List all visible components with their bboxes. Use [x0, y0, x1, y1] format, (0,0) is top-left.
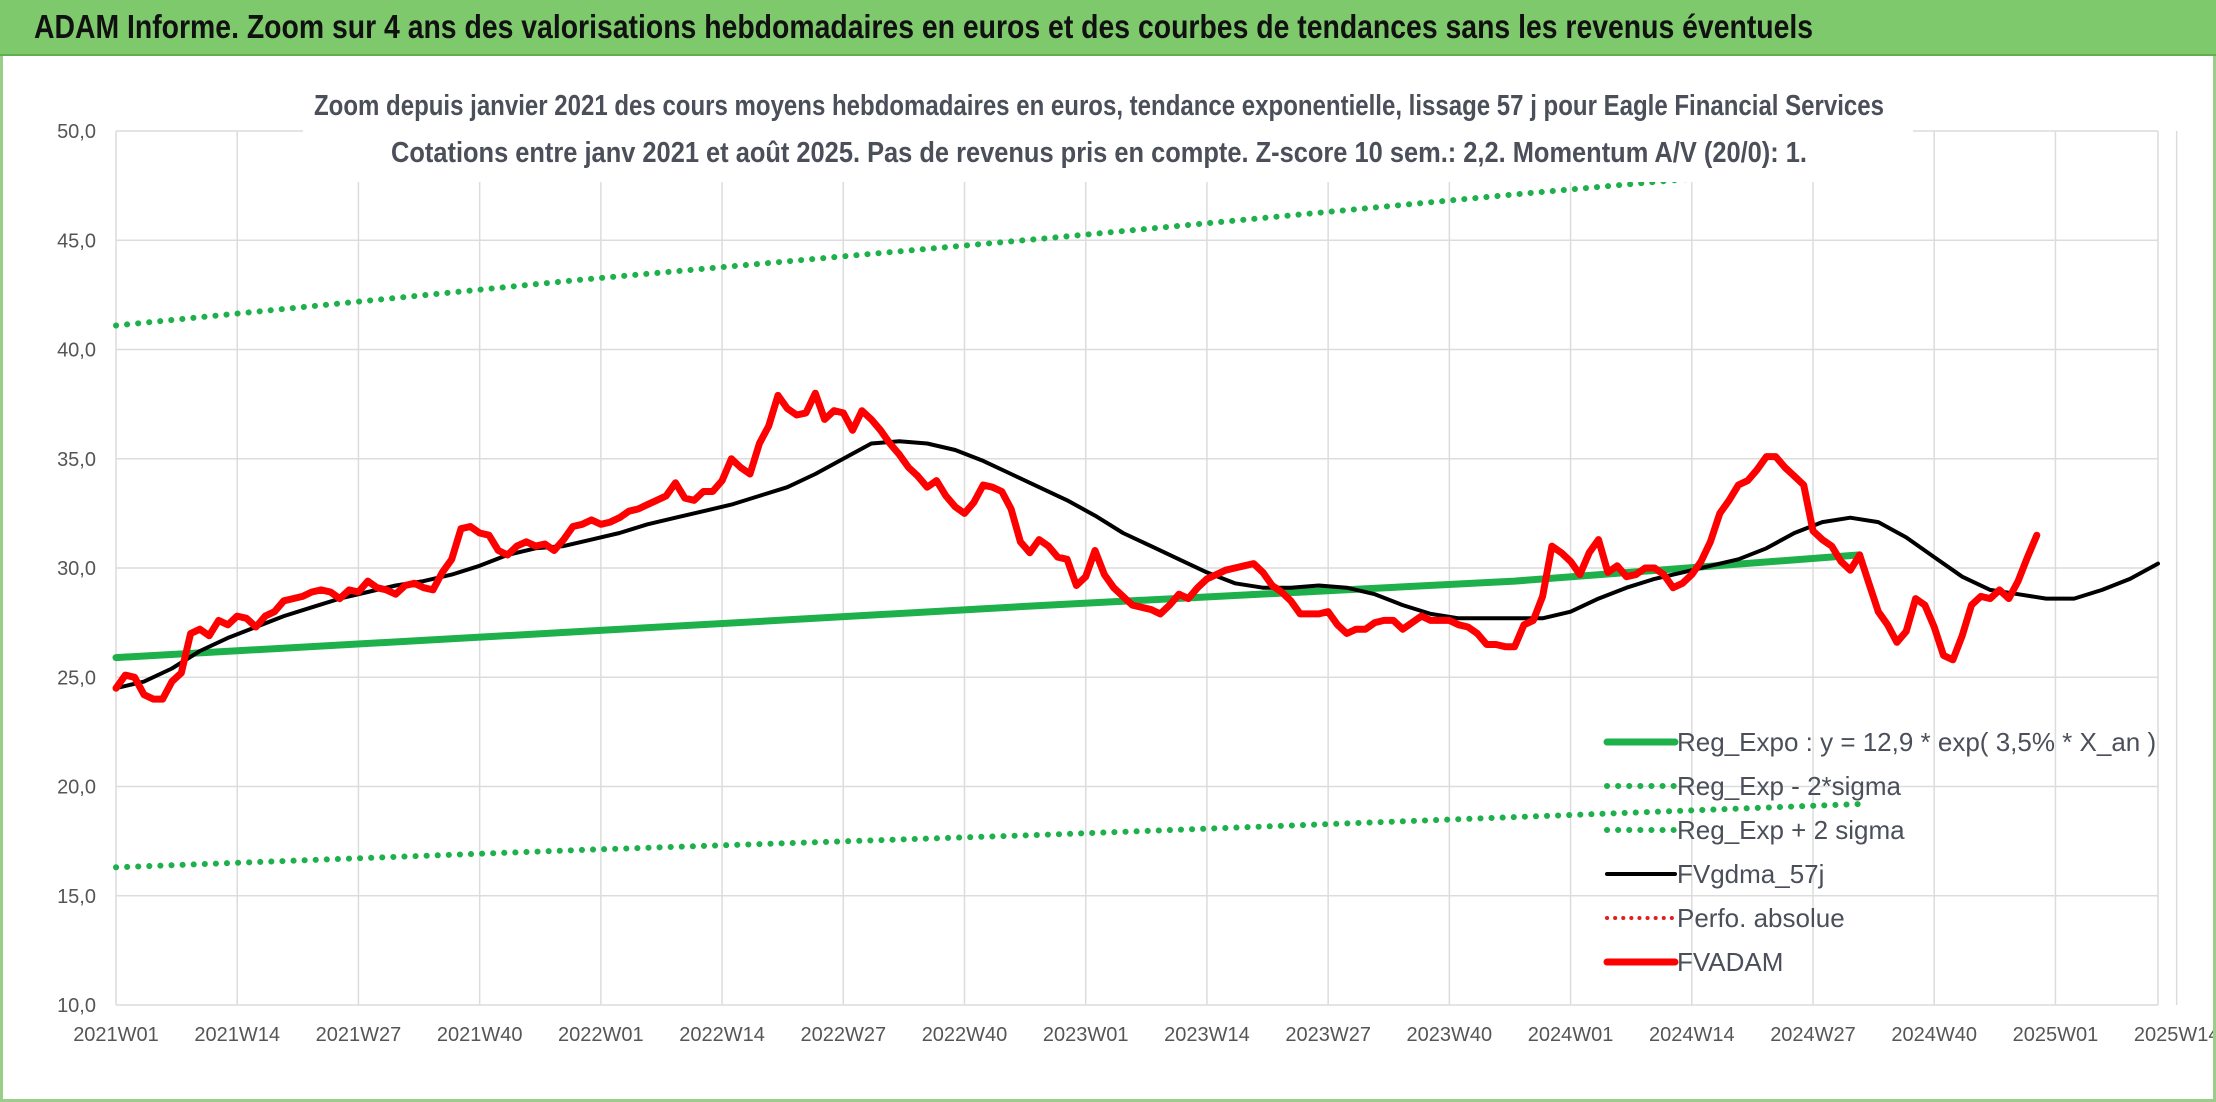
title-background	[303, 76, 1913, 182]
report-banner: ADAM Informe. Zoom sur 4 ans des valoris…	[0, 0, 2216, 56]
x-tick-label: 2025W14	[2134, 1024, 2213, 1046]
y-tick-label: 30,0	[57, 558, 96, 580]
y-tick-label: 15,0	[57, 886, 96, 908]
x-tick-label: 2023W14	[1164, 1024, 1250, 1046]
y-tick-label: 20,0	[57, 777, 96, 799]
x-tick-label: 2025W01	[2013, 1024, 2099, 1046]
x-tick-label: 2021W40	[437, 1024, 523, 1046]
x-tick-label: 2024W01	[1528, 1024, 1614, 1046]
x-tick-label: 2021W14	[194, 1024, 280, 1046]
x-tick-label: 2021W01	[73, 1024, 159, 1046]
series-reg-plus-2sigma	[113, 160, 1863, 329]
chart-title: Zoom depuis janvier 2021 des cours moyen…	[314, 90, 1884, 122]
legend-label: Reg_Expo : y = 12,9 * exp( 3,5% * X_an )	[1677, 727, 2156, 757]
y-axis-ticks: 10,0 15,0 20,0 25,0 30,0 35,0 40,0 45,0 50,0	[57, 121, 96, 1017]
legend-label: Reg_Exp - 2*sigma	[1677, 771, 1902, 801]
x-tick-label: 2021W27	[316, 1024, 402, 1046]
y-tick-label: 45,0	[57, 230, 96, 252]
x-tick-label: 2023W40	[1407, 1024, 1493, 1046]
series-fvadam	[112, 389, 2041, 703]
price-trend-chart: 10,0 15,0 20,0 25,0 30,0 35,0 40,0 45,0 50,0 202…	[57, 76, 2213, 1046]
series-reg-expo	[112, 551, 1864, 662]
chart-grid	[115, 130, 2178, 1006]
x-tick-label: 2022W40	[922, 1024, 1008, 1046]
x-axis-ticks: 2021W01 2021W14 2021W27 2021W40 2022W01 2022W…	[73, 1024, 2213, 1046]
chart-frame: 10,0 15,0 20,0 25,0 30,0 35,0 40,0 45,0 50,0 202…	[0, 56, 2216, 1102]
y-tick-label: 35,0	[57, 449, 96, 471]
x-tick-label: 2024W27	[1770, 1024, 1856, 1046]
y-tick-label: 25,0	[57, 667, 96, 689]
legend-label: Perfo. absolue	[1677, 903, 1845, 933]
banner-title: ADAM Informe. Zoom sur 4 ans des valoris…	[34, 8, 1814, 45]
x-tick-label: 2022W01	[558, 1024, 644, 1046]
legend-label: Reg_Exp + 2 sigma	[1677, 815, 1905, 845]
y-tick-label: 40,0	[57, 340, 96, 362]
x-tick-label: 2024W40	[1891, 1024, 1977, 1046]
series-reg-minus-2sigma	[113, 801, 1863, 871]
x-tick-label: 2023W01	[1043, 1024, 1129, 1046]
legend-label: FVADAM	[1677, 947, 1783, 977]
x-tick-label: 2022W14	[679, 1024, 765, 1046]
chart-series	[112, 160, 2160, 871]
chart-legend: Reg_Expo : y = 12,9 * exp( 3,5% * X_an )…	[1603, 727, 2156, 977]
y-tick-label: 50,0	[57, 121, 96, 143]
y-tick-label: 10,0	[57, 995, 96, 1017]
x-tick-label: 2024W14	[1649, 1024, 1735, 1046]
series-fvgdma-57j	[114, 439, 2160, 691]
legend-label: FVgdma_57j	[1677, 859, 1824, 889]
x-tick-label: 2022W27	[800, 1024, 886, 1046]
x-tick-label: 2023W27	[1285, 1024, 1371, 1046]
chart-subtitle: Cotations entre janv 2021 et août 2025. …	[391, 137, 1807, 169]
